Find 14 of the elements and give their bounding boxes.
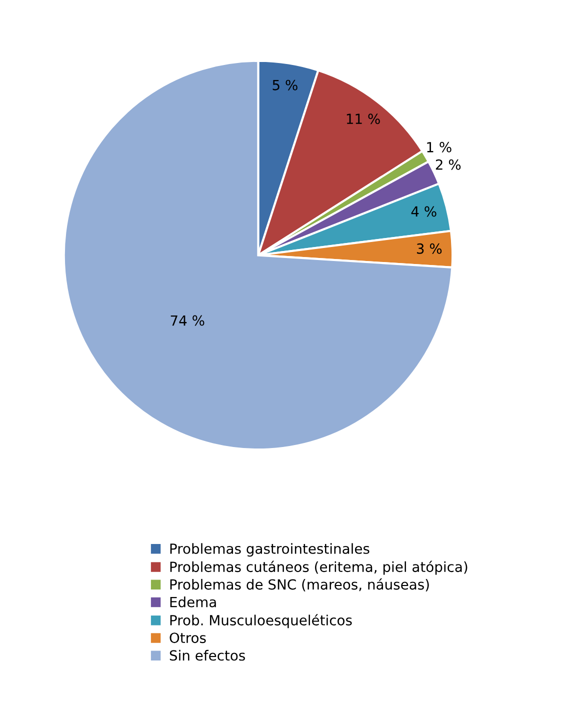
legend-label: Problemas cutáneos (eritema, piel atópica) <box>170 560 468 575</box>
legend-label: Problemas gastrointestinales <box>170 543 370 557</box>
data-label: 11 % <box>346 114 380 124</box>
legend-label: Otros <box>170 632 206 644</box>
data-label: 4 % <box>411 206 436 217</box>
legend-label: Prob. Musculoesqueléticos <box>170 614 352 628</box>
data-label: 74 % <box>170 315 204 326</box>
data-label: 1 % <box>427 142 452 152</box>
legend-label: Sin efectos <box>170 650 245 661</box>
legend-label: Edema <box>170 596 216 608</box>
data-label: 3 % <box>416 243 442 254</box>
data-label: 5 % <box>272 80 298 90</box>
legend-label: Problemas de SNC (mareos, náuseas) <box>170 578 429 592</box>
data-label: 2 % <box>436 159 461 170</box>
